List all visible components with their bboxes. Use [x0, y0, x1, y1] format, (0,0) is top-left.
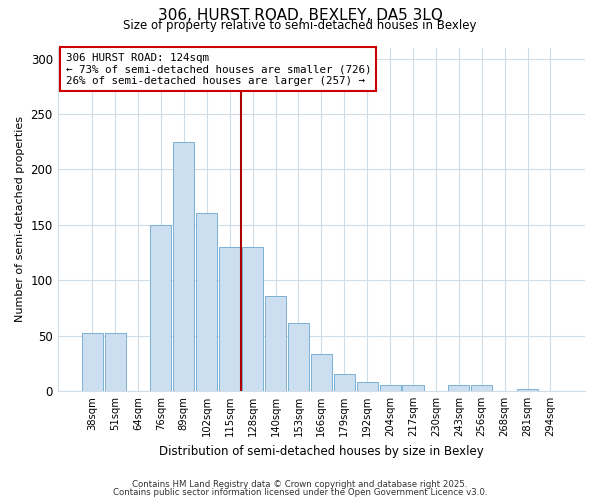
- Text: Contains public sector information licensed under the Open Government Licence v3: Contains public sector information licen…: [113, 488, 487, 497]
- Text: 306, HURST ROAD, BEXLEY, DA5 3LQ: 306, HURST ROAD, BEXLEY, DA5 3LQ: [158, 8, 442, 22]
- Text: 306 HURST ROAD: 124sqm
← 73% of semi-detached houses are smaller (726)
26% of se: 306 HURST ROAD: 124sqm ← 73% of semi-det…: [65, 52, 371, 86]
- Bar: [448, 386, 469, 391]
- Text: Contains HM Land Registry data © Crown copyright and database right 2025.: Contains HM Land Registry data © Crown c…: [132, 480, 468, 489]
- Bar: [334, 374, 355, 391]
- Bar: [471, 386, 492, 391]
- Bar: [173, 142, 194, 391]
- Bar: [265, 296, 286, 391]
- Bar: [403, 386, 424, 391]
- Bar: [288, 324, 309, 391]
- Bar: [311, 354, 332, 391]
- Bar: [517, 388, 538, 391]
- Text: Size of property relative to semi-detached houses in Bexley: Size of property relative to semi-detach…: [123, 19, 477, 32]
- Bar: [380, 386, 401, 391]
- Bar: [196, 212, 217, 391]
- Bar: [151, 225, 172, 391]
- Y-axis label: Number of semi-detached properties: Number of semi-detached properties: [15, 116, 25, 322]
- X-axis label: Distribution of semi-detached houses by size in Bexley: Distribution of semi-detached houses by …: [159, 444, 484, 458]
- Bar: [356, 382, 378, 391]
- Bar: [104, 334, 125, 391]
- Bar: [242, 247, 263, 391]
- Bar: [219, 247, 240, 391]
- Bar: [82, 334, 103, 391]
